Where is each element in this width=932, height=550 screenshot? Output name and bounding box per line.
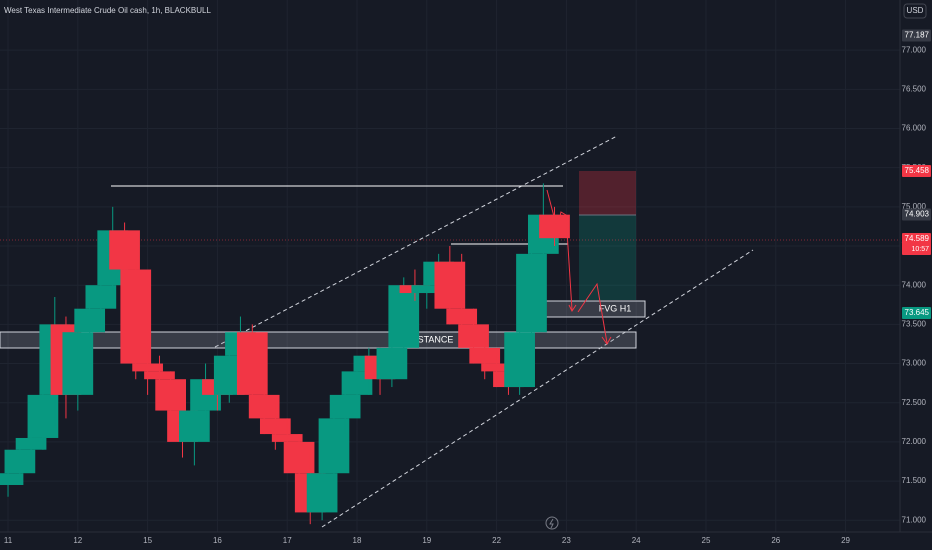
x-tick-label: 11 — [4, 536, 13, 545]
resistance-zone — [0, 331, 637, 349]
candle-body — [236, 332, 268, 395]
candle-body — [144, 371, 175, 380]
candle-body — [306, 473, 338, 513]
x-tick-label: 24 — [632, 536, 641, 545]
candle-body — [109, 230, 140, 270]
y-tick-label: 76.000 — [902, 124, 927, 133]
x-tick-label: 18 — [353, 536, 362, 545]
candle-body — [259, 418, 291, 435]
resistance-label: RESISTANCE — [397, 334, 454, 344]
arrowhead-1 — [568, 304, 577, 312]
chart-title: West Texas Intermediate Crude Oil cash, … — [4, 6, 211, 15]
y-tick-label: 73.000 — [902, 359, 927, 368]
candle-body — [0, 473, 24, 485]
y-tick-label: 73.500 — [902, 319, 927, 328]
y-tick-label: 71.500 — [902, 476, 927, 485]
lightning-bolt — [549, 518, 554, 529]
candle-body — [155, 379, 187, 411]
price-axis — [900, 0, 932, 532]
candle-body — [376, 347, 408, 380]
price-label-box — [902, 208, 931, 221]
projection-1 — [546, 189, 573, 311]
candle-body — [341, 371, 373, 395]
currency-button[interactable] — [903, 3, 927, 19]
x-tick-label: 26 — [771, 536, 780, 545]
candle-body — [62, 332, 94, 395]
currency-button-label[interactable]: USD — [907, 6, 924, 15]
target-zone — [579, 215, 636, 300]
candle-body — [179, 410, 210, 442]
x-tick-label: 15 — [143, 536, 152, 545]
price-label: 74.903 — [905, 210, 930, 219]
candle-body — [318, 418, 350, 474]
price-label-box — [902, 29, 931, 42]
x-tick-label: 25 — [702, 536, 711, 545]
channel-upper — [214, 135, 618, 348]
candle-body — [27, 394, 59, 438]
candle-body — [271, 434, 303, 442]
x-tick-label: 16 — [213, 536, 222, 545]
y-tick-label: 74.000 — [902, 280, 927, 289]
price-label: 73.645 — [905, 308, 930, 317]
y-tick-label: 72.500 — [902, 398, 927, 407]
price-label-box — [902, 307, 931, 320]
candle-body — [15, 437, 47, 450]
candle-body — [504, 332, 535, 388]
candle-body — [248, 394, 280, 419]
x-tick-label: 29 — [841, 536, 850, 545]
stop-zone — [579, 171, 636, 215]
lightning-icon[interactable] — [545, 516, 559, 530]
candle-body — [4, 449, 36, 474]
candle-body — [481, 363, 512, 372]
axis-labels: 71.000 71.500 72.000 72.500 73.000 73.500 74.0… — [4, 29, 931, 545]
y-tick-label: 75.000 — [902, 202, 927, 211]
price-label: 74.589 — [905, 234, 930, 243]
candle-body — [132, 363, 163, 372]
y-tick-label: 76.500 — [902, 84, 927, 93]
x-tick-label: 12 — [73, 536, 82, 545]
countdown: 10:57 — [911, 246, 929, 253]
fvg-label: FVG H1 — [599, 303, 632, 313]
price-label: 77.187 — [905, 31, 930, 40]
candle-body — [283, 441, 315, 474]
x-tick-label: 23 — [562, 536, 571, 545]
x-tick-label: 19 — [422, 536, 431, 545]
grid — [0, 0, 900, 532]
candle-body — [120, 269, 152, 364]
price-label: 75.458 — [905, 166, 930, 175]
y-tick-label: 77.000 — [902, 45, 927, 54]
candle-body — [411, 285, 443, 294]
candle-body — [458, 324, 489, 348]
price-label-box — [902, 233, 931, 256]
candle-body — [469, 347, 501, 364]
y-tick-label: 72.000 — [902, 437, 927, 446]
candle-body — [329, 394, 361, 419]
projection-2 — [577, 282, 608, 344]
candle-body — [74, 308, 106, 333]
price-label-box — [902, 164, 931, 177]
candle-body — [539, 214, 570, 239]
channel-lower — [321, 249, 754, 528]
arrowhead-2 — [601, 336, 612, 345]
candle-body — [388, 285, 420, 348]
candle-body — [516, 253, 547, 333]
candle-body — [446, 308, 478, 325]
candle-body — [434, 261, 466, 309]
x-tick-label: 17 — [283, 536, 292, 545]
candle-body — [85, 285, 117, 309]
x-tick-label: 22 — [492, 536, 501, 545]
candles — [0, 183, 570, 525]
y-tick-label: 71.000 — [902, 515, 927, 524]
